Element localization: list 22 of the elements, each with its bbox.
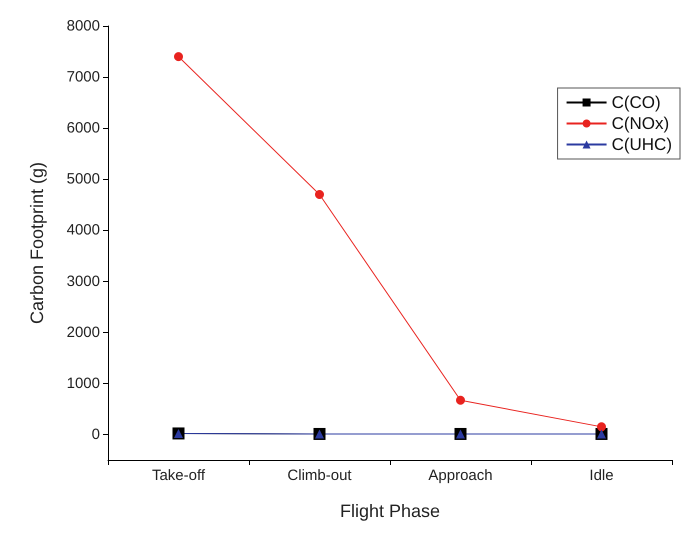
x-tick-label: Take-off — [152, 467, 206, 484]
y-tick-label: 4000 — [66, 222, 100, 239]
y-tick-label: 3000 — [66, 272, 100, 290]
point — [174, 52, 183, 62]
point — [597, 422, 606, 432]
y-tick-label: 5000 — [66, 170, 100, 188]
y-tick-label: 6000 — [66, 120, 100, 137]
y-tick-label: 7000 — [66, 68, 100, 86]
y-tick-label: 1000 — [66, 374, 100, 392]
x-tick-label: Climb-out — [287, 467, 352, 484]
point — [456, 396, 465, 405]
x-tick-label: Idle — [589, 467, 614, 484]
point — [315, 190, 324, 199]
y-tick-label: 0 — [92, 426, 100, 443]
legend-label: C(UHC) — [612, 135, 672, 154]
x-tick-label: Approach — [428, 467, 493, 484]
y-tick-label: 8000 — [66, 18, 100, 34]
y-tick-label: 2000 — [66, 324, 100, 341]
x-axis-title: Flight Phase — [340, 501, 440, 521]
legend-label: C(CO) — [612, 93, 661, 112]
legend-label: C(NOx) — [612, 114, 670, 133]
y-axis-title: Carbon Footprint (g) — [27, 162, 47, 324]
